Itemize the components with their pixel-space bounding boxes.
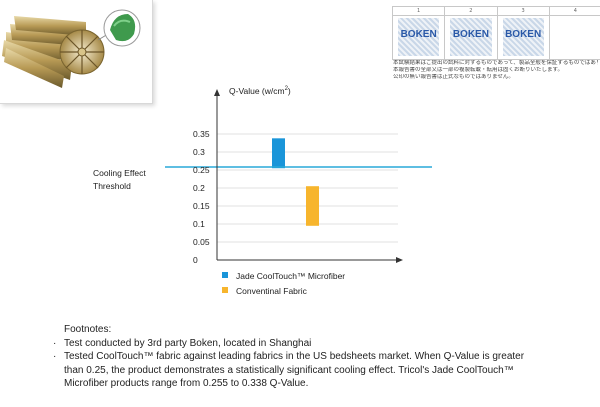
q-value-chart: Cooling Effect Threshold 0 0.05 0.1 0.15 0.2… <box>93 86 432 296</box>
y-axis-label: Q-Value (w/cm2) <box>229 86 291 96</box>
test-report-thumbnail: 1 2 3 4 BOKEN BOKEN BOKEN 本試験結果はご提出の試料に対… <box>390 0 600 96</box>
legend-swatch-jade <box>222 272 228 278</box>
y-tick-labels: 0 0.05 0.1 0.15 0.2 0.25 0.3 0.35 <box>193 129 210 265</box>
report-sample-cell: BOKEN <box>393 15 446 59</box>
footnote-item: Test conducted by 3rd party Boken, locat… <box>52 337 600 351</box>
y-tick-label: 0.25 <box>193 165 210 175</box>
y-tick-label: 0.1 <box>193 219 205 229</box>
report-col-header: 2 <box>445 7 498 15</box>
footnote-item: Tested CoolTouch™ fabric against leading… <box>52 350 600 391</box>
magnified-fiber-detail <box>103 9 141 47</box>
report-note: 公印の無い報告書は正式なものではありません。 <box>393 74 514 80</box>
report-sample-cell: BOKEN <box>445 15 498 59</box>
y-tick-label: 0.35 <box>193 129 210 139</box>
y-tick-label: 0.3 <box>193 147 205 157</box>
bar-conventional-fabric <box>306 186 319 226</box>
chart-bars <box>272 138 319 226</box>
bar-jade-cooltouch <box>272 138 285 169</box>
footnotes: Footnotes: Test conducted by 3rd party B… <box>52 323 600 391</box>
report-col-header: 1 <box>393 7 446 15</box>
fiber-bundle-illustration <box>2 9 141 88</box>
report-col-header: 3 <box>498 7 550 15</box>
boken-logo: BOKEN <box>505 29 542 40</box>
fiber-cross-section <box>59 29 105 75</box>
y-tick-label: 0.05 <box>193 237 210 247</box>
boken-logo: BOKEN <box>400 29 437 40</box>
report-table: 1 2 3 4 BOKEN BOKEN BOKEN <box>392 6 600 60</box>
x-axis-arrow <box>396 257 403 263</box>
legend-label-conventional: Conventinal Fabric <box>236 286 308 296</box>
y-tick-label: 0.2 <box>193 183 205 193</box>
report-note: 本報告書の全部又は一部の複製転載・転用は固くお断りいたします。 <box>393 67 563 73</box>
y-tick-label: 0 <box>193 255 198 265</box>
threshold-label-line2: Threshold <box>93 181 131 191</box>
y-axis-arrow <box>214 89 220 96</box>
fabric-swatch <box>398 18 440 56</box>
threshold-label-line1: Cooling Effect <box>93 168 146 178</box>
legend-label-jade: Jade CoolTouch™ Microfiber <box>236 271 345 281</box>
report-note: 本試験結果はご提出の試料に対するものであって、製品全般を保証するものではありませ… <box>393 60 598 66</box>
fabric-swatch <box>502 18 544 56</box>
boken-logo: BOKEN <box>452 29 489 40</box>
report-col-header: 4 <box>573 8 577 14</box>
y-tick-label: 0.15 <box>193 201 210 211</box>
legend-swatch-conventional <box>222 287 228 293</box>
footnotes-title: Footnotes: <box>64 324 112 335</box>
report-sample-cell: BOKEN <box>498 15 550 59</box>
fiber-illustration-panel <box>0 0 153 104</box>
fabric-swatch <box>450 18 492 56</box>
